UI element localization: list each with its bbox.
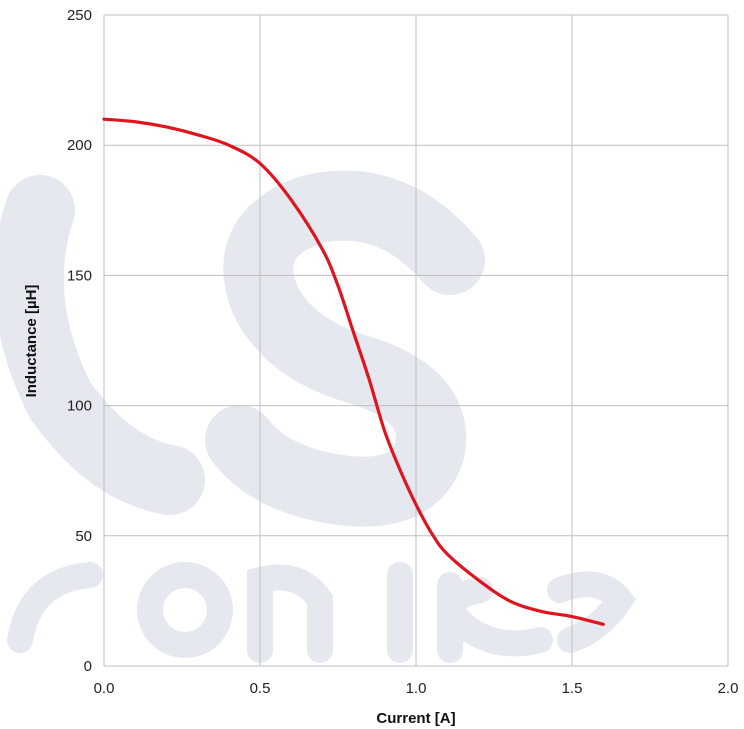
watermark-logo [0, 170, 637, 663]
y-tick-label: 0 [84, 658, 92, 675]
x-axis-label: Current [A] [376, 710, 455, 727]
y-tick-label: 100 [67, 398, 92, 415]
series-line-0 [102, 117, 605, 626]
x-tick-labels: 0.0 0.5 1.0 1.5 2.0 [94, 680, 739, 697]
watermark-shape-s [205, 170, 485, 527]
x-tick-label: 0.5 [250, 680, 271, 697]
watermark-letters [7, 562, 637, 663]
y-tick-label: 250 [67, 7, 92, 24]
grid [103, 14, 729, 667]
y-axis-label: Inductance [µH] [23, 285, 40, 398]
series-layer [102, 117, 605, 626]
x-tick-label: 2.0 [718, 680, 739, 697]
y-tick-label: 50 [75, 528, 92, 545]
y-tick-labels: 0 50 100 150 200 250 [67, 7, 92, 675]
x-tick-label: 0.0 [94, 680, 115, 697]
y-tick-label: 200 [67, 137, 92, 154]
watermark-shape-left [0, 175, 205, 515]
x-tick-label: 1.0 [406, 680, 427, 697]
x-tick-label: 1.5 [562, 680, 583, 697]
y-tick-label: 150 [67, 267, 92, 284]
